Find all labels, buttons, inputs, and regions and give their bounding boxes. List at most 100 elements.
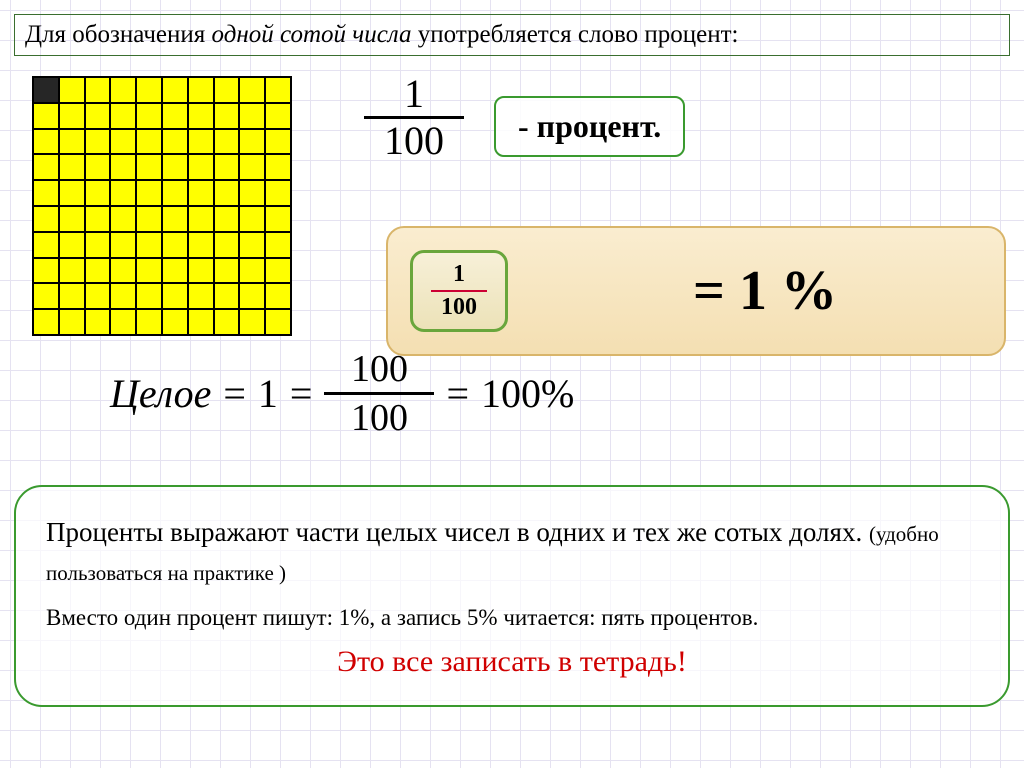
grid-cell	[163, 130, 187, 154]
explanation-p1a: Проценты выражают части целых чисел в од…	[46, 517, 862, 547]
grid-cell	[215, 104, 239, 128]
grid-cell	[215, 181, 239, 205]
whole-label: Целое	[110, 370, 211, 417]
grid-cell	[34, 104, 58, 128]
whole-eq2: =	[290, 370, 313, 417]
grid-cell	[86, 259, 110, 283]
grid-cell	[86, 233, 110, 257]
grid-cell	[60, 181, 84, 205]
slide-content: Для обозначения одной сотой числа употре…	[0, 0, 1024, 768]
procent-label-box: - процент.	[494, 96, 685, 157]
grid-cell	[189, 155, 213, 179]
grid-cell	[163, 207, 187, 231]
grid-cell	[266, 233, 290, 257]
equation-fraction-box: 1 100	[410, 250, 508, 332]
grid-cell	[240, 130, 264, 154]
grid-cell	[240, 233, 264, 257]
title-text-pre: Для обозначения	[25, 21, 212, 48]
title-text-post: употребляется слово процент:	[412, 21, 739, 48]
fraction-denominator: 100	[354, 121, 474, 161]
grid-cell	[111, 155, 135, 179]
grid-cell	[137, 104, 161, 128]
equation-result: = 1 %	[548, 259, 982, 323]
explanation-box: Проценты выражают части целых чисел в од…	[14, 485, 1010, 707]
whole-frac-den: 100	[351, 399, 408, 437]
grid-cell	[34, 130, 58, 154]
grid-cell	[240, 155, 264, 179]
whole-one: 1	[258, 370, 278, 417]
whole-equation: Целое = 1 = 100 100 = 100%	[110, 350, 574, 437]
grid-cell	[111, 233, 135, 257]
grid-cell	[163, 233, 187, 257]
fraction-one-hundredth: 1 100	[354, 74, 474, 161]
grid-cell	[215, 78, 239, 102]
grid-cell	[163, 284, 187, 308]
grid-cell	[86, 130, 110, 154]
eq-frac-num: 1	[431, 261, 487, 288]
grid-cell	[266, 310, 290, 334]
grid-cell	[34, 181, 58, 205]
whole-frac-bar	[324, 392, 434, 395]
title-box: Для обозначения одной сотой числа употре…	[14, 14, 1010, 56]
whole-eq3: =	[446, 370, 469, 417]
equation-box: 1 100 = 1 %	[386, 226, 1006, 356]
grid-cell	[137, 233, 161, 257]
grid-cell	[163, 181, 187, 205]
grid-cell	[34, 310, 58, 334]
grid-cell	[215, 130, 239, 154]
grid-cell	[189, 233, 213, 257]
grid-cell	[215, 233, 239, 257]
grid-cell	[111, 78, 135, 102]
grid-cell	[86, 207, 110, 231]
grid-cell	[215, 284, 239, 308]
grid-cell	[86, 78, 110, 102]
eq-frac-den: 100	[431, 294, 487, 321]
grid-cell	[34, 233, 58, 257]
grid-cell	[34, 78, 58, 102]
grid-cell	[34, 284, 58, 308]
grid-cell	[266, 104, 290, 128]
grid-cell	[137, 259, 161, 283]
hundred-square-grid	[32, 76, 292, 336]
grid-cell	[189, 104, 213, 128]
grid-cell	[240, 310, 264, 334]
grid-cell	[111, 207, 135, 231]
whole-fraction: 100 100	[324, 350, 434, 437]
grid-cell	[240, 207, 264, 231]
grid-cell	[137, 130, 161, 154]
whole-frac-num: 100	[351, 350, 408, 388]
procent-label-text: - процент.	[518, 108, 661, 144]
title-text-italic: одной сотой числа	[212, 21, 412, 48]
grid-cell	[189, 207, 213, 231]
grid-cell	[215, 207, 239, 231]
grid-cell	[240, 78, 264, 102]
grid-cell	[266, 284, 290, 308]
grid-cell	[266, 259, 290, 283]
grid-cell	[86, 284, 110, 308]
grid-cell	[34, 259, 58, 283]
explanation-p2: Вместо один процент пишут: 1%, а запись …	[46, 605, 978, 631]
upper-region: 1 100 - процент. 1 100 = 1 %	[14, 56, 1010, 326]
grid-cell	[240, 104, 264, 128]
grid-cell	[137, 78, 161, 102]
grid-cell	[137, 310, 161, 334]
grid-cell	[266, 78, 290, 102]
grid-cell	[111, 104, 135, 128]
grid-cell	[163, 310, 187, 334]
grid-cell	[34, 207, 58, 231]
grid-cell	[86, 310, 110, 334]
grid-cell	[163, 104, 187, 128]
grid-cell	[111, 181, 135, 205]
grid-cell	[86, 155, 110, 179]
grid-cell	[60, 284, 84, 308]
whole-rhs: 100%	[481, 370, 574, 417]
grid-cell	[266, 207, 290, 231]
grid-cell	[189, 130, 213, 154]
grid-cell	[137, 155, 161, 179]
grid-cell	[240, 259, 264, 283]
grid-cell	[266, 155, 290, 179]
grid-cell	[189, 181, 213, 205]
grid-cell	[60, 130, 84, 154]
grid-cell	[34, 155, 58, 179]
grid-cell	[60, 207, 84, 231]
